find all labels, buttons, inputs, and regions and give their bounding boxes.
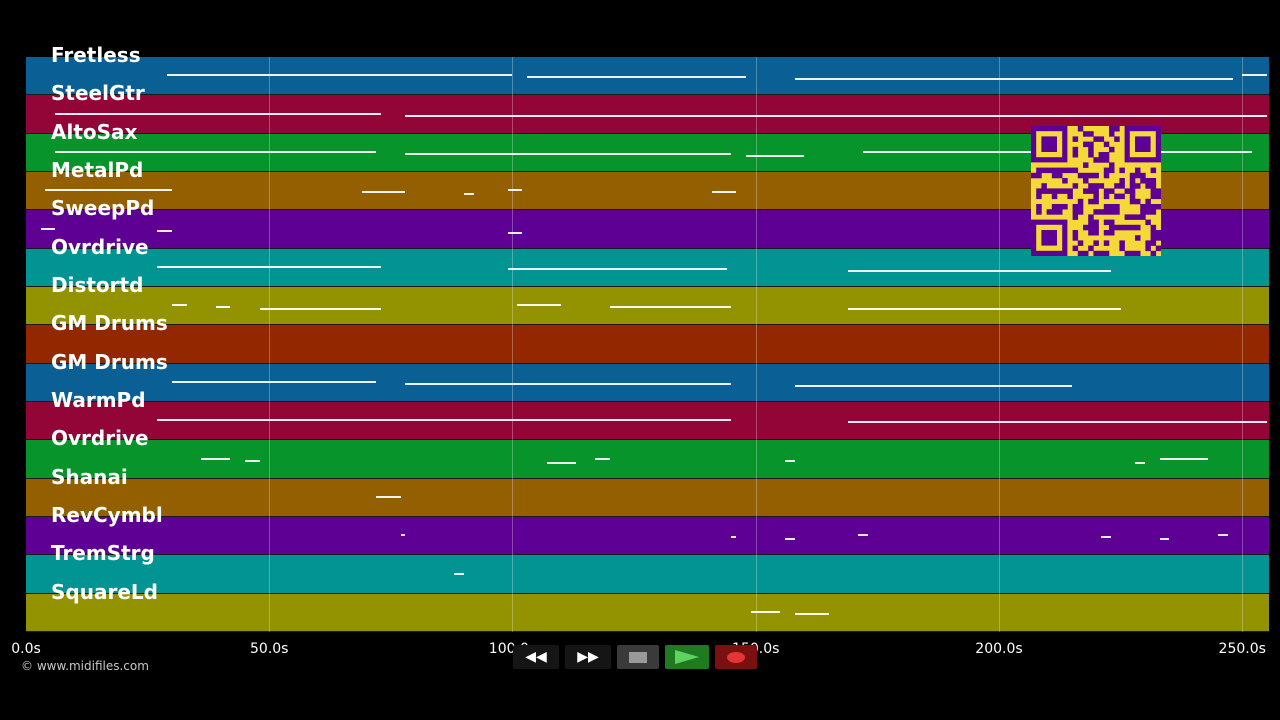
track-label: WarmPd	[51, 388, 146, 412]
note-segment	[405, 382, 732, 385]
note-segment	[794, 384, 1072, 387]
note-segment	[244, 459, 260, 462]
track-label: SquareLd	[51, 579, 158, 604]
track-label: Shanai	[51, 464, 128, 489]
note-segment	[405, 152, 732, 155]
time-tick-label: 0.0s	[11, 641, 41, 657]
note-segment	[167, 74, 513, 77]
note-segment	[1101, 536, 1111, 539]
note-segment	[507, 267, 727, 270]
time-gridline	[998, 57, 1000, 632]
note-segment	[784, 459, 795, 462]
rewind-button[interactable]: ◀◀	[513, 645, 559, 669]
track-lane	[26, 593, 1269, 632]
note-segment	[595, 457, 610, 460]
track-label: GM Drums	[51, 349, 168, 374]
track-label: SteelGtr	[51, 81, 145, 106]
note-segment	[784, 538, 795, 541]
track-label: Ovrdrive	[51, 426, 149, 451]
copyright-text: © www.midifiles.com	[21, 659, 149, 673]
note-segment	[546, 461, 576, 464]
play-icon	[675, 650, 699, 664]
note-segment	[45, 189, 172, 192]
note-segment	[794, 612, 829, 615]
track-label: SweepPd	[51, 196, 155, 221]
record-icon	[727, 651, 745, 663]
stop-button[interactable]	[617, 645, 659, 669]
stop-icon	[629, 651, 647, 663]
note-segment	[361, 191, 406, 194]
time-gridline	[512, 57, 514, 632]
note-segment	[1217, 534, 1228, 537]
note-segment	[55, 112, 382, 115]
track-lane	[26, 478, 1269, 517]
note-segment	[517, 304, 562, 307]
note-segment	[711, 191, 737, 194]
track-label: RevCymbl	[51, 503, 163, 527]
fast-forward-icon: ▶▶	[577, 649, 599, 665]
track-label: GM Drums	[51, 311, 168, 336]
note-segment	[794, 78, 1233, 81]
note-segment	[750, 610, 781, 613]
time-gridline	[1242, 57, 1244, 632]
note-segment	[527, 76, 746, 79]
note-segment	[157, 419, 732, 422]
note-segment	[731, 536, 737, 539]
note-segment	[1159, 538, 1170, 541]
note-segment	[201, 457, 231, 460]
note-segment	[463, 193, 474, 196]
note-segment	[848, 308, 1121, 311]
note-segment	[857, 534, 868, 537]
note-segment	[157, 265, 382, 268]
time-tick-label: 250.0s	[1218, 641, 1266, 657]
note-segment	[400, 534, 406, 537]
note-segment	[171, 304, 187, 307]
track-lane	[26, 325, 1269, 364]
note-segment	[1159, 457, 1209, 460]
fast-forward-button[interactable]: ▶▶	[565, 645, 611, 669]
play-button[interactable]	[665, 645, 709, 669]
note-segment	[171, 380, 377, 383]
note-segment	[1135, 461, 1145, 464]
track-label: Ovrdrive	[51, 234, 149, 259]
note-segment	[848, 269, 1111, 272]
track-lane	[26, 287, 1269, 326]
note-segment	[215, 306, 231, 309]
note-segment	[848, 421, 1267, 424]
note-segment	[259, 308, 382, 311]
record-button[interactable]	[715, 645, 757, 669]
track-label: MetalPd	[51, 158, 144, 182]
note-segment	[40, 227, 56, 230]
time-gridline	[755, 57, 757, 632]
time-tick-label: 200.0s	[975, 641, 1023, 657]
note-segment	[376, 495, 401, 498]
note-segment	[55, 150, 377, 153]
track-lane	[26, 440, 1269, 479]
track-label: Fretless	[51, 43, 141, 67]
track-lane	[26, 517, 1269, 556]
track-label: AltoSax	[51, 119, 138, 144]
time-gridline	[269, 57, 271, 632]
note-segment	[405, 114, 1267, 117]
note-segment	[746, 154, 805, 157]
track-lane	[26, 555, 1269, 594]
track-label: TremStrg	[51, 541, 155, 566]
note-segment	[454, 572, 464, 575]
note-segment	[157, 229, 172, 232]
track-label: Distortd	[51, 273, 144, 297]
qr-code	[1031, 126, 1162, 257]
note-segment	[507, 231, 523, 234]
note-segment	[1242, 74, 1267, 77]
transport-controls: ◀◀ ▶▶	[513, 645, 773, 671]
time-tick-label: 50.0s	[250, 641, 289, 657]
rewind-icon: ◀◀	[525, 649, 547, 665]
note-segment	[609, 306, 732, 309]
note-segment	[507, 189, 523, 192]
